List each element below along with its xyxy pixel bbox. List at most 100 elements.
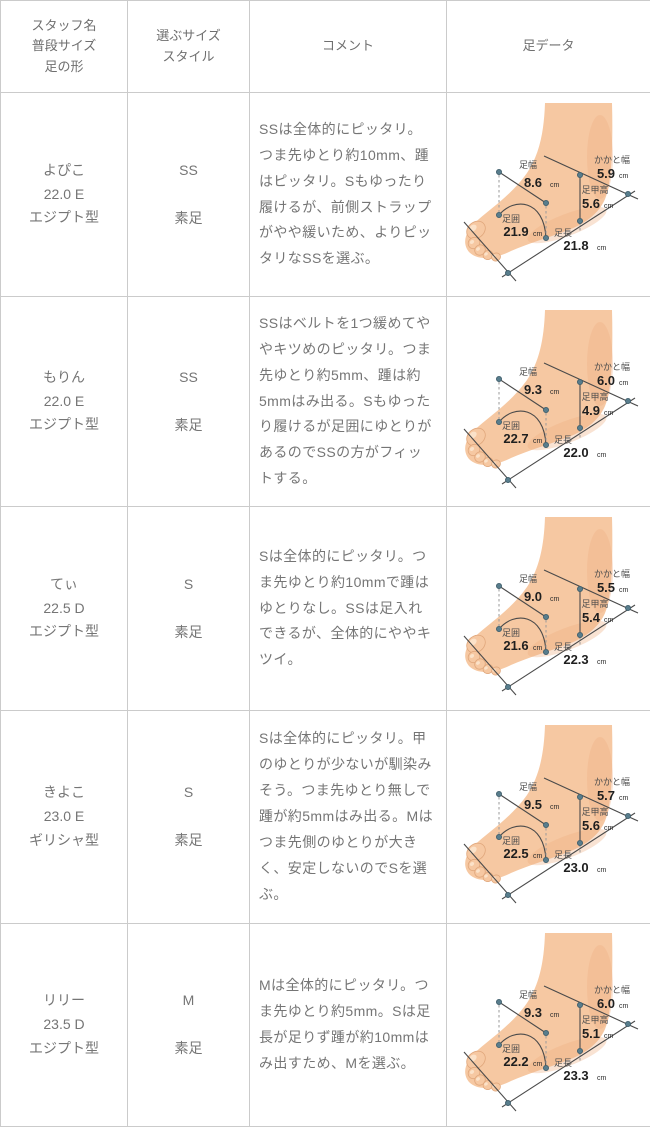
size-stack: SS 素足 [128,369,249,435]
foot-data-cell: 足幅 9.3 cm かかと幅 6.0 cm 足甲高 5.1 cm 足囲 22.2… [447,924,650,1127]
girth-value: 22.2 [503,1054,528,1069]
table-row: てぃ 22.5 D エジプト型 S 素足 Sは全体的にピッタリ。つま先ゆとり約1… [1,507,650,711]
instep-height-label: 足甲高 [581,1014,608,1025]
fit-style: 素足 [175,622,203,642]
foot-length-label: 足長 [553,228,571,238]
heel-width-value: 6.0 [596,996,614,1011]
heel-width-value: 5.5 [596,580,614,595]
foot-width-value: 9.5 [523,797,541,812]
instep-height-value: 5.6 [581,196,599,211]
heel-width-value: 5.7 [596,788,614,803]
foot-length-label: 足長 [553,642,571,652]
instep-height-label: 足甲高 [581,806,608,817]
instep-height-unit: cm [604,410,614,417]
heel-width-unit: cm [619,173,629,180]
girth-unit: cm [533,853,543,860]
col-header-comment: コメント [250,1,447,93]
chosen-size: S [184,784,193,800]
foot-length-unit: cm [597,867,607,874]
foot-width-label: 足幅 [518,989,536,1000]
foot-diagram: 足幅 8.6 cm かかと幅 5.9 cm 足甲高 5.6 cm 足囲 21.9… [449,99,649,291]
size-cell: SS 素足 [128,297,250,507]
comment-cell: SSはベルトを1つ緩めてややキツめのピッタリ。つま先ゆとり約5mm、踵は約5mm… [250,297,447,507]
girth-label: 足囲 [501,214,519,224]
foot-length-unit: cm [597,245,607,252]
instep-height-label: 足甲高 [581,391,608,402]
foot-diagram: 足幅 9.0 cm かかと幅 5.5 cm 足甲高 5.4 cm 足囲 21.6… [449,513,649,705]
instep-height-value: 5.6 [581,818,599,833]
girth-unit: cm [533,438,543,445]
col-header-size: 選ぶサイズ スタイル [128,1,250,93]
girth-value: 22.7 [503,431,528,446]
comment-cell: Sは全体的にピッタリ。つま先ゆとり約10mmで踵はゆとりなし。SSは足入れできる… [250,507,447,711]
foot-width-unit: cm [550,389,560,396]
girth-unit: cm [533,645,543,652]
girth-unit: cm [533,231,543,238]
table-row: よぴこ 22.0 E エジプト型 SS 素足 SSは全体的にピッタリ。つま先ゆと… [1,93,650,297]
foot-length-value: 21.8 [563,238,588,253]
size-stack: S 素足 [128,784,249,850]
staff-cell: リリー 23.5 D エジプト型 [1,924,128,1127]
girth-label: 足囲 [501,421,519,431]
instep-height-value: 5.1 [581,1026,599,1041]
size-cell: M 素足 [128,924,250,1127]
foot-data-cell: 足幅 8.6 cm かかと幅 5.9 cm 足甲高 5.6 cm 足囲 21.9… [447,93,650,297]
girth-value: 21.9 [503,224,528,239]
comment-cell: SSは全体的にピッタリ。つま先ゆとり約10mm、踵はピッタリ。Sもゆったり履ける… [250,93,447,297]
foot-diagram: 足幅 9.3 cm かかと幅 6.0 cm 足甲高 5.1 cm 足囲 22.2… [449,929,649,1121]
comment-cell: Mは全体的にピッタリ。つま先ゆとり約5mm。Sは足長が足りず踵が約10mmはみ出… [250,924,447,1127]
size-stack: S 素足 [128,576,249,642]
girth-value: 21.6 [503,638,528,653]
foot-width-label: 足幅 [518,366,536,377]
instep-height-label: 足甲高 [581,598,608,609]
heel-width-value: 5.9 [596,166,614,181]
foot-width-unit: cm [550,1012,560,1019]
instep-height-value: 5.4 [581,610,600,625]
heel-width-unit: cm [619,795,629,802]
heel-width-unit: cm [619,380,629,387]
heel-width-unit: cm [619,1003,629,1010]
header-row: スタッフ名 普段サイズ 足の形 選ぶサイズ スタイル コメント 足データ [1,1,650,93]
foot-length-label: 足長 [553,435,571,445]
heel-width-unit: cm [619,587,629,594]
size-cell: SS 素足 [128,93,250,297]
foot-length-unit: cm [597,659,607,666]
foot-diagram: 足幅 9.3 cm かかと幅 6.0 cm 足甲高 4.9 cm 足囲 22.7… [449,306,649,498]
foot-width-value: 9.3 [523,382,541,397]
girth-label: 足囲 [501,628,519,638]
foot-length-value: 22.3 [563,652,588,667]
foot-data-cell: 足幅 9.0 cm かかと幅 5.5 cm 足甲高 5.4 cm 足囲 21.6… [447,507,650,711]
instep-height-unit: cm [604,203,614,210]
foot-width-unit: cm [550,182,560,189]
foot-width-label: 足幅 [518,573,536,584]
heel-width-value: 6.0 [596,373,614,388]
chosen-size: M [183,992,195,1008]
instep-height-unit: cm [604,617,614,624]
table-row: もりん 22.0 E エジプト型 SS 素足 SSはベルトを1つ緩めてややキツめ… [1,297,650,507]
size-cell: S 素足 [128,711,250,924]
foot-data-cell: 足幅 9.5 cm かかと幅 5.7 cm 足甲高 5.6 cm 足囲 22.5… [447,711,650,924]
girth-label: 足囲 [501,836,519,846]
foot-length-unit: cm [597,1075,607,1082]
heel-width-label: かかと幅 [593,568,629,579]
girth-unit: cm [533,1061,543,1068]
instep-height-label: 足甲高 [581,184,608,195]
fit-style: 素足 [175,208,203,228]
table-row: きよこ 23.0 E ギリシャ型 S 素足 Sは全体的にピッタリ。甲のゆとりが少… [1,711,650,924]
chosen-size: SS [179,369,198,385]
foot-length-value: 23.0 [563,860,588,875]
foot-width-unit: cm [550,804,560,811]
foot-width-value: 8.6 [523,175,541,190]
instep-height-unit: cm [604,1033,614,1040]
instep-height-value: 4.9 [581,403,599,418]
fit-style: 素足 [175,415,203,435]
staff-cell: てぃ 22.5 D エジプト型 [1,507,128,711]
foot-data-cell: 足幅 9.3 cm かかと幅 6.0 cm 足甲高 4.9 cm 足囲 22.7… [447,297,650,507]
staff-cell: きよこ 23.0 E ギリシャ型 [1,711,128,924]
foot-length-value: 23.3 [563,1068,588,1083]
foot-width-value: 9.0 [523,589,541,604]
girth-label: 足囲 [501,1044,519,1054]
foot-length-unit: cm [597,452,607,459]
col-header-foot-data: 足データ [447,1,650,93]
